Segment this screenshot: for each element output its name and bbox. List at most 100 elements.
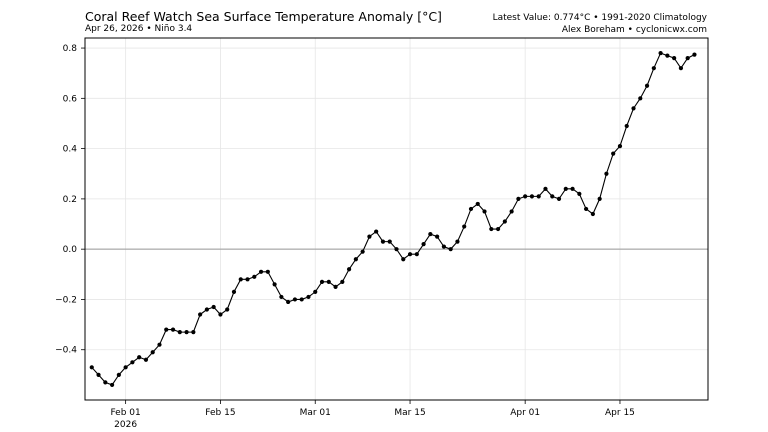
data-point xyxy=(150,350,155,355)
data-point xyxy=(604,171,609,176)
data-point xyxy=(435,234,440,239)
data-point xyxy=(225,307,230,312)
data-point xyxy=(103,380,108,385)
data-point xyxy=(353,257,358,262)
data-point xyxy=(177,330,182,335)
data-point xyxy=(252,274,257,279)
data-point xyxy=(137,355,142,360)
data-point xyxy=(191,330,196,335)
x-tick-sublabel: 2026 xyxy=(114,420,137,430)
data-point xyxy=(502,219,507,224)
data-point xyxy=(516,196,521,201)
data-points xyxy=(89,50,697,388)
data-point xyxy=(231,289,237,295)
data-point xyxy=(462,224,467,229)
data-point xyxy=(265,269,270,274)
data-point xyxy=(523,194,528,199)
data-point xyxy=(89,365,94,370)
data-point xyxy=(428,231,433,237)
data-point xyxy=(360,249,365,254)
data-point xyxy=(198,312,203,317)
data-point xyxy=(313,289,318,295)
data-point xyxy=(651,66,656,71)
data-point xyxy=(367,234,372,239)
data-point xyxy=(678,66,684,71)
data-point xyxy=(245,277,250,282)
x-tick-label: Mar 15 xyxy=(394,408,425,418)
data-point xyxy=(455,239,460,244)
data-point xyxy=(204,307,209,312)
y-tick-label: −0.4 xyxy=(55,346,77,356)
data-point xyxy=(299,297,304,302)
data-point xyxy=(692,52,697,57)
data-point xyxy=(550,194,555,199)
data-point xyxy=(143,357,149,362)
data-point xyxy=(272,282,277,287)
data-point xyxy=(495,226,501,232)
grid-lines xyxy=(85,38,708,400)
data-point xyxy=(170,327,176,332)
x-axis: Feb 01 2026 Feb 15 Mar 01 Mar 15 Apr 01 Apr 15 xyxy=(111,400,635,430)
data-point xyxy=(475,201,480,207)
data-point xyxy=(624,123,629,129)
plot-frame xyxy=(84,37,709,401)
data-point xyxy=(394,247,399,252)
y-tick-label: 0.4 xyxy=(63,145,78,155)
chart-subtitle: Apr 26, 2026 • Niño 3.4 xyxy=(85,24,193,34)
data-point xyxy=(658,50,663,56)
data-point xyxy=(326,279,331,284)
data-point xyxy=(468,206,474,212)
data-point xyxy=(346,267,352,272)
data-point xyxy=(380,239,386,244)
series-line xyxy=(91,52,695,386)
data-point xyxy=(536,194,541,199)
data-point xyxy=(211,304,216,310)
data-point xyxy=(590,211,595,217)
data-point xyxy=(157,342,162,347)
data-point xyxy=(570,186,575,191)
data-point xyxy=(333,284,338,289)
data-point xyxy=(130,360,135,365)
x-tick-label: Mar 01 xyxy=(300,408,331,418)
y-tick-label: 0.2 xyxy=(63,195,77,205)
data-point xyxy=(319,279,325,284)
data-point xyxy=(441,244,447,249)
y-tick-label: −0.2 xyxy=(55,295,77,305)
x-tick-label: Apr 15 xyxy=(605,408,635,418)
y-tick-label: 0.6 xyxy=(63,94,78,104)
data-point xyxy=(611,151,616,156)
data-point xyxy=(448,247,453,252)
data-point xyxy=(631,106,636,111)
data-point xyxy=(414,252,419,257)
data-point xyxy=(556,196,562,201)
data-point xyxy=(184,330,189,335)
chart-title: Coral Reef Watch Sea Surface Temperature… xyxy=(85,9,442,24)
data-point xyxy=(665,53,670,58)
data-point xyxy=(584,206,589,212)
data-point xyxy=(509,209,514,214)
data-point xyxy=(96,372,101,377)
y-tick-label: 0.0 xyxy=(63,245,78,255)
data-point xyxy=(164,327,169,332)
y-axis: −0.4 −0.2 0.0 0.2 0.4 0.6 0.8 xyxy=(55,44,85,356)
data-point xyxy=(407,252,413,257)
data-point xyxy=(374,229,379,234)
data-point xyxy=(577,191,582,196)
data-point xyxy=(340,279,345,284)
latest-value-label: Latest Value: 0.774°C • 1991-2020 Climat… xyxy=(492,13,707,23)
data-point xyxy=(387,239,392,244)
data-point xyxy=(482,209,487,214)
data-point xyxy=(529,194,535,199)
data-point xyxy=(286,299,291,305)
data-point xyxy=(638,96,643,101)
data-point xyxy=(672,56,677,61)
x-tick-label: Feb 15 xyxy=(205,408,235,418)
x-tick-label: Apr 01 xyxy=(510,408,540,418)
data-point xyxy=(597,196,602,201)
data-point xyxy=(617,143,623,149)
data-point xyxy=(644,83,650,88)
credit-label: Alex Boreham • cyclonicwx.com xyxy=(561,25,707,35)
x-tick-label: Feb 01 xyxy=(111,408,141,418)
data-point xyxy=(238,277,243,282)
